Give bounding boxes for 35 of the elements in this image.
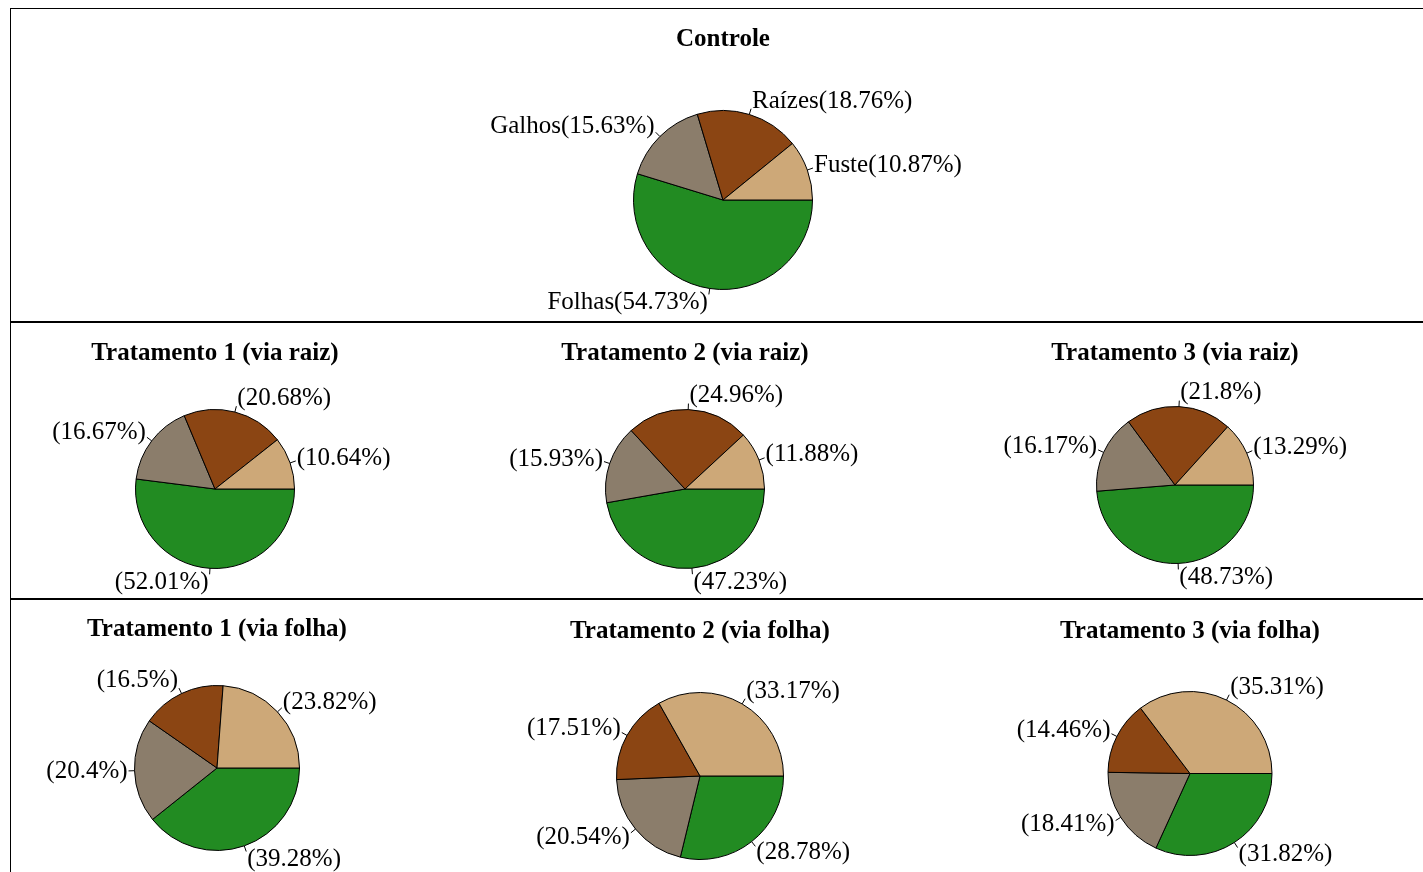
slice-label: Galhos(15.63%): [490, 111, 655, 140]
chart-title: Tratamento 2 (via raiz): [560, 338, 810, 366]
data-label: (28.78%): [756, 837, 851, 866]
data-label: (13.29%): [1253, 432, 1347, 461]
data-label: (16.17%): [1003, 431, 1098, 460]
data-label: (20.68%): [237, 383, 332, 412]
data-label: (16.5%): [96, 665, 178, 694]
slice-label: Folhas(54.73%): [547, 286, 708, 315]
data-label: (48.73%): [1179, 561, 1274, 590]
data-label: (23.82%): [282, 686, 377, 715]
data-label: (17.51%): [527, 713, 621, 742]
data-label: (18.41%): [1020, 809, 1115, 838]
chart-title: Tratamento 1 (via raiz): [90, 338, 340, 366]
slice-label: Fuste(10.87%): [813, 149, 962, 178]
data-label: (10.64%): [296, 442, 391, 471]
data-label: (14.46%): [1016, 714, 1111, 743]
slice-label: Raízes(18.76%): [752, 85, 913, 114]
data-label: (20.4%): [46, 755, 128, 784]
data-label: (20.54%): [536, 822, 630, 851]
data-label: (33.17%): [746, 676, 840, 705]
data-label: (52.01%): [114, 566, 209, 595]
data-label: (15.93%): [509, 443, 604, 472]
chart-title: Tratamento 1 (via folha): [86, 614, 348, 642]
data-label: (16.67%): [52, 416, 146, 445]
chart-title: Tratamento 2 (via folha): [569, 616, 831, 644]
data-label: (47.23%): [693, 566, 788, 595]
chart-title: Tratamento 3 (via folha): [1059, 616, 1321, 644]
data-label: (21.8%): [1180, 377, 1262, 406]
chart-title: Controle: [675, 24, 771, 52]
data-label: (24.96%): [689, 380, 784, 409]
data-label: (11.88%): [765, 439, 859, 468]
chart-title: Tratamento 3 (via raiz): [1050, 338, 1300, 366]
data-label: (31.82%): [1238, 838, 1333, 867]
data-label: (39.28%): [247, 843, 341, 872]
data-label: (35.31%): [1230, 672, 1324, 701]
